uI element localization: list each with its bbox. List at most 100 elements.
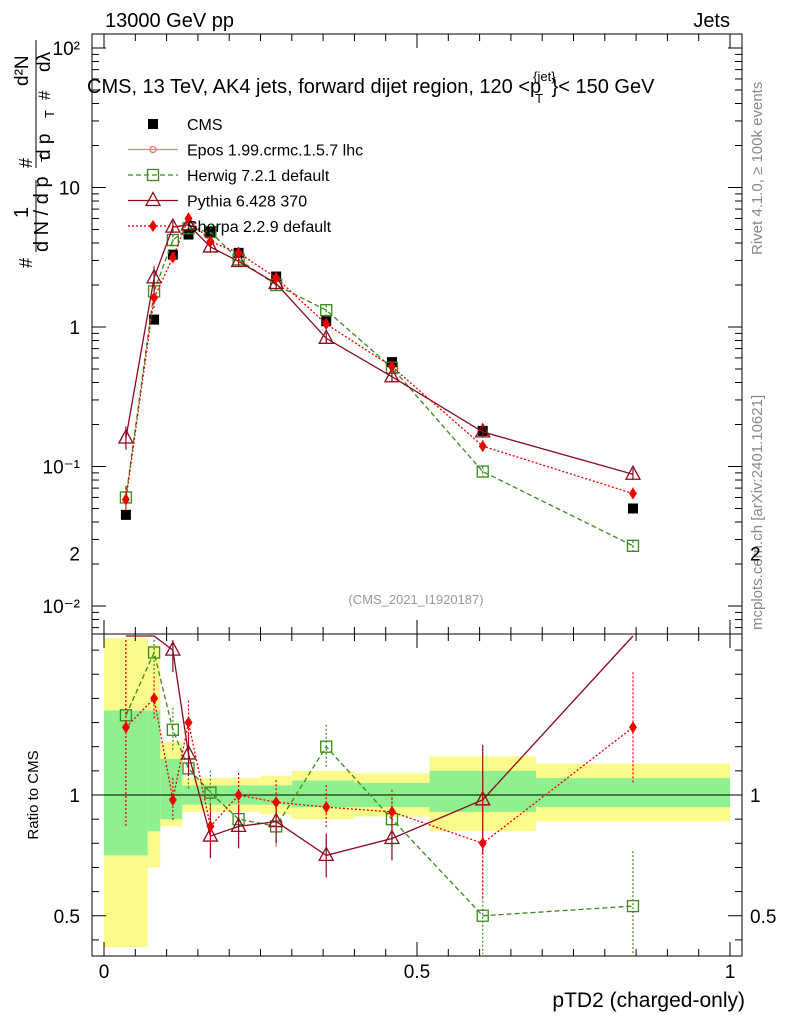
point-pythia-6 <box>268 274 285 290</box>
ylabel-dpt: d p <box>34 134 55 160</box>
point-sherpa-7 <box>322 318 331 331</box>
ratio-tick-label: 2 <box>69 545 80 566</box>
y-tick-label: 10 <box>59 179 80 200</box>
ratio-tick-label-right: 0.5 <box>750 907 776 928</box>
ratio-point-sherpa-5 <box>234 789 243 801</box>
point-data-1 <box>149 314 160 325</box>
ylabel-dn: d N / d p <box>31 176 53 252</box>
ratio-point-sherpa-7 <box>322 801 331 814</box>
ratio-point-sherpa-4 <box>206 820 215 833</box>
ratio-line-sherpa <box>125 697 634 845</box>
ylabel-t: T <box>38 154 53 162</box>
point-pythia-10 <box>624 464 642 480</box>
point-herwig-7 <box>320 304 333 317</box>
point-sherpa-0 <box>121 493 130 506</box>
x-tick-label: 0.5 <box>404 962 430 983</box>
series-line-sherpa <box>125 217 634 500</box>
analysis-watermark: (CMS_2021_I1920187) <box>348 592 483 607</box>
point-herwig-10 <box>626 539 640 552</box>
legend-label-pythia: Pythia 6.428 370 <box>187 194 307 211</box>
ratio-point-herwig-10 <box>626 899 640 913</box>
ylabel-d2n: d²N <box>12 55 33 86</box>
title-subscript: T <box>535 91 543 106</box>
ratio-point-herwig-7 <box>320 740 333 753</box>
point-pythia-0 <box>117 428 134 444</box>
x-tick-label: 1 <box>725 962 736 983</box>
main-series <box>117 212 642 552</box>
ratio-point-herwig-1 <box>147 646 161 659</box>
point-data-10 <box>627 503 638 514</box>
band-inner-0 <box>104 710 148 856</box>
legend-label-epos: Epos 1.99.crmc.1.5.7 lhc <box>187 143 363 160</box>
point-sherpa-8 <box>387 360 396 373</box>
point-pythia-9 <box>474 422 491 438</box>
ratio-point-herwig-2 <box>166 723 180 736</box>
ylabel-t2: T <box>42 110 57 118</box>
series-line-pythia <box>125 224 634 475</box>
band-inner-6 <box>291 780 355 808</box>
y-tick-label: 10⁻¹ <box>43 458 81 479</box>
header-right: Jets <box>693 10 730 32</box>
legend-label-herwig: Herwig 7.2.1 default <box>187 168 330 185</box>
title-superscript: {jet} <box>533 69 556 84</box>
point-herwig-2 <box>166 233 180 247</box>
series-line-herwig <box>125 227 634 547</box>
ratio-point-herwig-9 <box>476 909 489 922</box>
legend-marker-sherpa <box>149 220 157 232</box>
ylabel-dlambda: dλ <box>34 51 55 72</box>
ratio-point-herwig-4 <box>204 786 217 799</box>
ratio-point-sherpa-8 <box>387 805 396 818</box>
ratio-point-sherpa-2 <box>168 793 177 806</box>
source-credit: mcplots.cern.ch [arXiv:2401.10621] <box>749 395 766 630</box>
point-pythia-7 <box>318 328 335 344</box>
ratio-point-sherpa-3 <box>184 716 193 729</box>
point-data-3 <box>183 229 194 240</box>
ratio-tick-label: 1 <box>69 786 80 807</box>
plot-title: CMS, 13 TeV, AK4 jets, forward dijet reg… <box>87 69 655 106</box>
point-sherpa-2 <box>168 251 177 264</box>
ratio-line-pythia <box>125 635 634 857</box>
y-tick-label: 10⁻² <box>43 597 81 618</box>
point-herwig-9 <box>476 465 489 478</box>
ratio-point-sherpa-10 <box>628 721 637 734</box>
y-tick-label: 1 <box>69 318 80 339</box>
point-sherpa-3 <box>184 212 193 225</box>
ratio-point-pythia-5 <box>230 817 247 833</box>
point-pythia-5 <box>230 252 247 268</box>
header-left: 13000 GeV pp <box>105 10 234 32</box>
legend: CMS Epos 1.99.crmc.1.5.7 lhc Herwig 7.2.1 … <box>128 117 363 236</box>
main-y-axis-label: # 1 d N / d p T # d²N d p T # dλ <box>11 40 57 268</box>
point-sherpa-4 <box>206 235 215 248</box>
point-pythia-8 <box>383 367 401 383</box>
ratio-point-pythia-6 <box>268 812 285 828</box>
ratio-tick-label-right: 2 <box>750 545 761 566</box>
ratio-point-pythia-7 <box>318 846 335 862</box>
ylabel-hash: # <box>16 258 36 268</box>
point-sherpa-1 <box>150 291 159 304</box>
legend-label-data: CMS <box>187 117 223 134</box>
rivet-version: Rivet 4.1.0, ≥ 100k events <box>749 82 766 255</box>
legend-marker-data <box>148 119 158 129</box>
ratio-point-sherpa-1 <box>150 692 159 705</box>
ratio-point-sherpa-9 <box>478 837 487 850</box>
band-inner-1 <box>147 710 161 832</box>
ratio-tick-label: 0.5 <box>54 907 80 928</box>
ylabel-hash2: # <box>16 158 36 168</box>
point-pythia-1 <box>145 268 163 284</box>
ratio-point-pythia-8 <box>383 829 401 845</box>
ratio-line-herwig <box>125 650 634 917</box>
legend-marker-herwig <box>146 168 160 182</box>
x-tick-label: 0 <box>99 962 110 983</box>
legend-marker-pythia <box>144 191 162 207</box>
point-pythia-4 <box>202 237 219 253</box>
ratio-point-sherpa-6 <box>272 796 281 809</box>
tick-labels: 0 0.5 1 10⁻² 10⁻¹ 1 10 10² 0.5 0.5 1 1 2 2 <box>43 39 777 983</box>
point-data-0 <box>120 509 131 520</box>
axis-ticks <box>92 34 742 956</box>
ratio-point-pythia-2 <box>164 640 181 656</box>
ratio-point-sherpa-0 <box>121 721 130 734</box>
ratio-y-axis-label: Ratio to CMS <box>25 750 42 839</box>
legend-marker-epos <box>149 145 157 154</box>
point-pythia-3 <box>180 215 197 231</box>
ratio-point-pythia-3 <box>180 744 197 760</box>
